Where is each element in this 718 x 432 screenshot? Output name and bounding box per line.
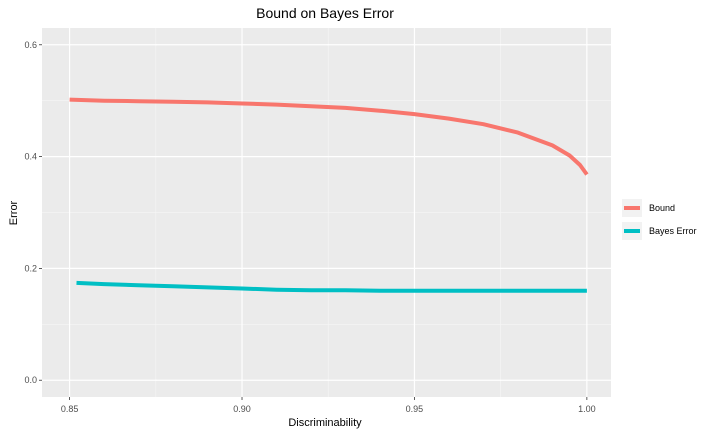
minor-grid — [42, 28, 611, 397]
chart-title: Bound on Bayes Error — [256, 5, 394, 21]
x-tick-label: 0.90 — [233, 404, 251, 414]
y-tick-label: 0.2 — [24, 263, 37, 273]
legend-label-bound: Bound — [649, 203, 675, 213]
series-line-bound — [69, 97, 589, 176]
y-axis-title: Error — [8, 200, 20, 225]
x-tick-label: 0.85 — [61, 404, 79, 414]
series-layer — [69, 97, 589, 293]
legend-label-bayes-error: Bayes Error — [649, 226, 697, 236]
x-tick-label: 0.95 — [406, 404, 424, 414]
y-tick-label: 0.6 — [24, 40, 37, 50]
series-line-bayes-error — [76, 280, 587, 293]
x-axis-ticks: 0.85 0.90 0.95 1.00 — [61, 397, 596, 414]
x-tick-label: 1.00 — [578, 404, 596, 414]
x-axis-title: Discriminability — [288, 417, 362, 429]
y-tick-label: 0.4 — [24, 152, 37, 162]
y-axis-ticks: 0.0 0.2 0.4 0.6 — [24, 40, 42, 385]
y-tick-label: 0.0 — [24, 375, 37, 385]
legend: Bound Bayes Error — [622, 199, 697, 240]
major-grid — [42, 28, 611, 397]
